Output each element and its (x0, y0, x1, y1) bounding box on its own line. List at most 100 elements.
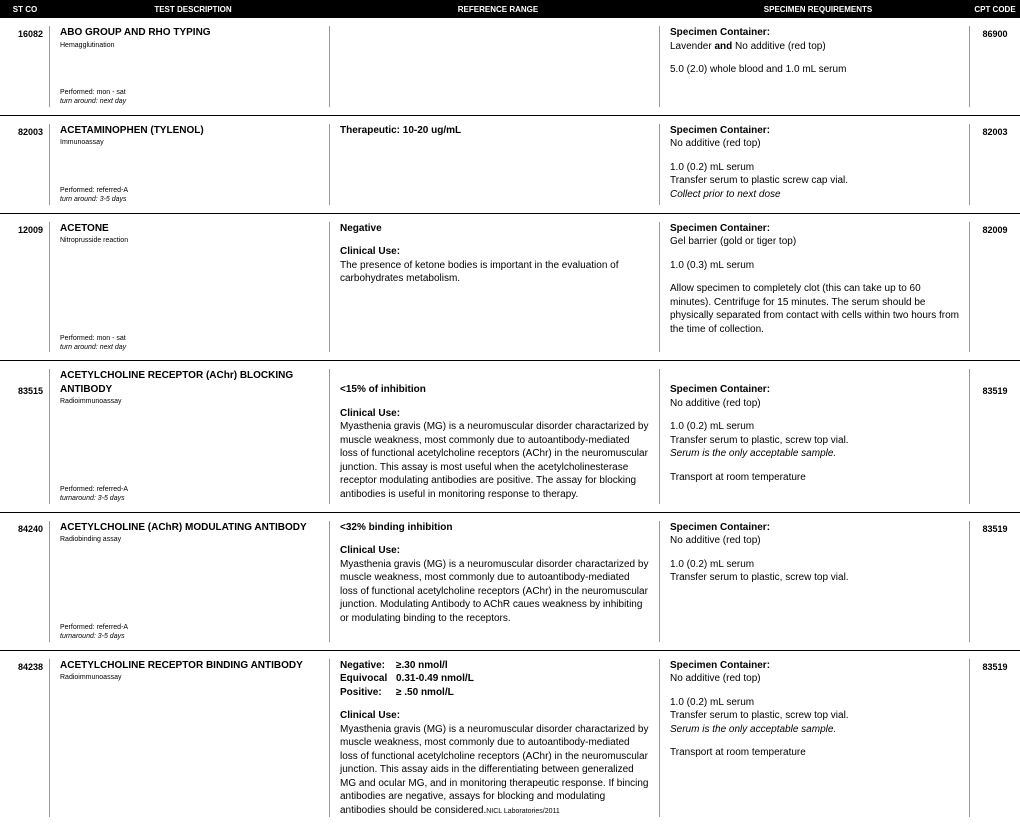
performed: Performed: referred-A (60, 186, 323, 195)
spec-extra: Transport at room temperature (670, 471, 963, 485)
performed: Performed: mon - sat (60, 334, 323, 343)
ref-list-item: Positive:≥ .50 nmol/L (340, 686, 649, 700)
table-header: ST CO TEST DESCRIPTION REFERENCE RANGE S… (0, 0, 1020, 18)
clinical-use-body: Myasthenia gravis (MG) is a neuromuscula… (340, 723, 649, 818)
test-name: ACETYLCHOLINE (AChR) MODULATING ANTIBODY (60, 521, 323, 535)
test-name: ACETYLCHOLINE RECEPTOR (AChr) BLOCKING A… (60, 369, 323, 396)
spec-vol: 5.0 (2.0) whole blood and 1.0 mL serum (670, 63, 963, 77)
cpt-code: 83519 (970, 369, 1020, 503)
spec-container: No additive (red top) (670, 672, 963, 686)
spec-extra: Serum is the only acceptable sample. (670, 447, 963, 461)
ref-main: <15% of inhibition (340, 383, 649, 397)
spec-vol: 1.0 (0.2) mL serum (670, 420, 963, 434)
clinical-use-body: The presence of ketone bodies is importa… (340, 259, 649, 286)
spec-extra: Allow specimen to completely clot (this … (670, 282, 963, 336)
desc-cell: ACETYLCHOLINE RECEPTOR BINDING ANTIBODY … (50, 659, 330, 818)
cpt-code: 82009 (970, 222, 1020, 353)
spec-label: Specimen Container: (670, 660, 770, 671)
clinical-use-head: Clinical Use: (340, 709, 649, 723)
table-row: 12009 ACETONE Nitroprusside reaction Per… (0, 214, 1020, 362)
desc-cell: ACETAMINOPHEN (TYLENOL) Immunoassay Perf… (50, 124, 330, 205)
test-code: 84240 (0, 521, 50, 642)
test-name: ACETYLCHOLINE RECEPTOR BINDING ANTIBODY (60, 659, 323, 673)
spec-cell: Specimen Container: No additive (red top… (660, 369, 970, 503)
spec-label: Specimen Container: (670, 27, 770, 38)
turnaround: turn around: next day (60, 343, 323, 352)
spec-label: Specimen Container: (670, 223, 770, 234)
performed: Performed: referred-A (60, 485, 323, 494)
page: ST CO TEST DESCRIPTION REFERENCE RANGE S… (0, 0, 1020, 825)
test-code: 84238 (0, 659, 50, 818)
spec-extra: Transfer serum to plastic, screw top via… (670, 571, 963, 585)
performed: Performed: referred-A (60, 623, 323, 632)
method: Hemagglutination (60, 41, 323, 50)
test-code: 16082 (0, 26, 50, 107)
spec-extra: Collect prior to next dose (670, 188, 963, 202)
desc-cell: ACETYLCHOLINE (AChR) MODULATING ANTIBODY… (50, 521, 330, 642)
turnaround: turnaround: 3-5 days (60, 494, 323, 503)
ref-main: <32% binding inhibition (340, 521, 649, 535)
table-row: 16082 ABO GROUP AND RHO TYPING Hemagglut… (0, 18, 1020, 116)
method: Radioimmunoassay (60, 397, 323, 406)
hdr-cpt: CPT CODE (970, 5, 1020, 14)
spec-vol: 1.0 (0.3) mL serum (670, 259, 963, 273)
ref-main: Negative (340, 222, 649, 236)
ref-list-item: Negative:≥.30 nmol/l (340, 659, 649, 673)
table-row: 84240 ACETYLCHOLINE (AChR) MODULATING AN… (0, 513, 1020, 651)
performed: Performed: mon - sat (60, 88, 323, 97)
hdr-code: ST CO (0, 5, 50, 14)
clinical-use-head: Clinical Use: (340, 245, 649, 259)
table-row: 84238 ACETYLCHOLINE RECEPTOR BINDING ANT… (0, 651, 1020, 825)
spec-cell: Specimen Container: No additive (red top… (660, 659, 970, 818)
cpt-code: 83519 (970, 659, 1020, 818)
ref-cell: <15% of inhibition Clinical Use: Myasthe… (330, 369, 660, 503)
method: Immunoassay (60, 138, 323, 147)
test-code: 82003 (0, 124, 50, 205)
spec-container: Lavender and No additive (red top) (670, 40, 963, 54)
spec-container: No additive (red top) (670, 534, 963, 548)
ref-main: Therapeutic: 10-20 ug/mL (340, 124, 649, 138)
clinical-use-body: Myasthenia gravis (MG) is a neuromuscula… (340, 558, 649, 626)
spec-cell: Specimen Container: No additive (red top… (660, 521, 970, 642)
method: Radiobinding assay (60, 535, 323, 544)
spec-container: No additive (red top) (670, 397, 963, 411)
method: Radioimmunoassay (60, 673, 323, 682)
spec-vol: 1.0 (0.2) mL serum (670, 696, 963, 710)
clinical-use-body: Myasthenia gravis (MG) is a neuromuscula… (340, 420, 649, 501)
cpt-code: 82003 (970, 124, 1020, 205)
spec-extra: Transfer serum to plastic, screw top via… (670, 709, 963, 723)
spec-vol: 1.0 (0.2) mL serum (670, 161, 963, 175)
spec-extra: Transfer serum to plastic, screw top via… (670, 434, 963, 448)
spec-vol: 1.0 (0.2) mL serum (670, 558, 963, 572)
spec-container: No additive (red top) (670, 137, 963, 151)
desc-cell: ACETONE Nitroprusside reaction Performed… (50, 222, 330, 353)
ref-cell (330, 26, 660, 107)
desc-cell: ABO GROUP AND RHO TYPING Hemagglutinatio… (50, 26, 330, 107)
ref-list-item: Equivocal0.31-0.49 nmol/L (340, 672, 649, 686)
spec-container: Gel barrier (gold or tiger top) (670, 235, 963, 249)
spec-extra: Serum is the only acceptable sample. (670, 723, 963, 737)
footer: NICL Laboratories/2011 (486, 808, 560, 815)
spec-label: Specimen Container: (670, 384, 770, 395)
test-code: 12009 (0, 222, 50, 353)
spec-cell: Specimen Container: No additive (red top… (660, 124, 970, 205)
cpt-code: 86900 (970, 26, 1020, 107)
hdr-ref: REFERENCE RANGE (330, 5, 660, 14)
clinical-use-head: Clinical Use: (340, 544, 649, 558)
turnaround: turn around: next day (60, 97, 323, 106)
test-name: ABO GROUP AND RHO TYPING (60, 26, 323, 40)
spec-cell: Specimen Container: Lavender and No addi… (660, 26, 970, 107)
ref-cell: Negative:≥.30 nmol/l Equivocal0.31-0.49 … (330, 659, 660, 818)
hdr-spec: SPECIMEN REQUIREMENTS (660, 5, 970, 14)
spec-extra: Transport at room temperature (670, 746, 963, 760)
clinical-use-head: Clinical Use: (340, 407, 649, 421)
spec-label: Specimen Container: (670, 125, 770, 136)
table-row: 82003 ACETAMINOPHEN (TYLENOL) Immunoassa… (0, 116, 1020, 214)
ref-cell: Negative Clinical Use: The presence of k… (330, 222, 660, 353)
turnaround: turnaround: 3-5 days (60, 632, 323, 641)
ref-cell: <32% binding inhibition Clinical Use: My… (330, 521, 660, 642)
method: Nitroprusside reaction (60, 236, 323, 245)
table-row: 83515 ACETYLCHOLINE RECEPTOR (AChr) BLOC… (0, 361, 1020, 512)
ref-cell: Therapeutic: 10-20 ug/mL (330, 124, 660, 205)
turnaround: turn around: 3-5 days (60, 195, 323, 204)
